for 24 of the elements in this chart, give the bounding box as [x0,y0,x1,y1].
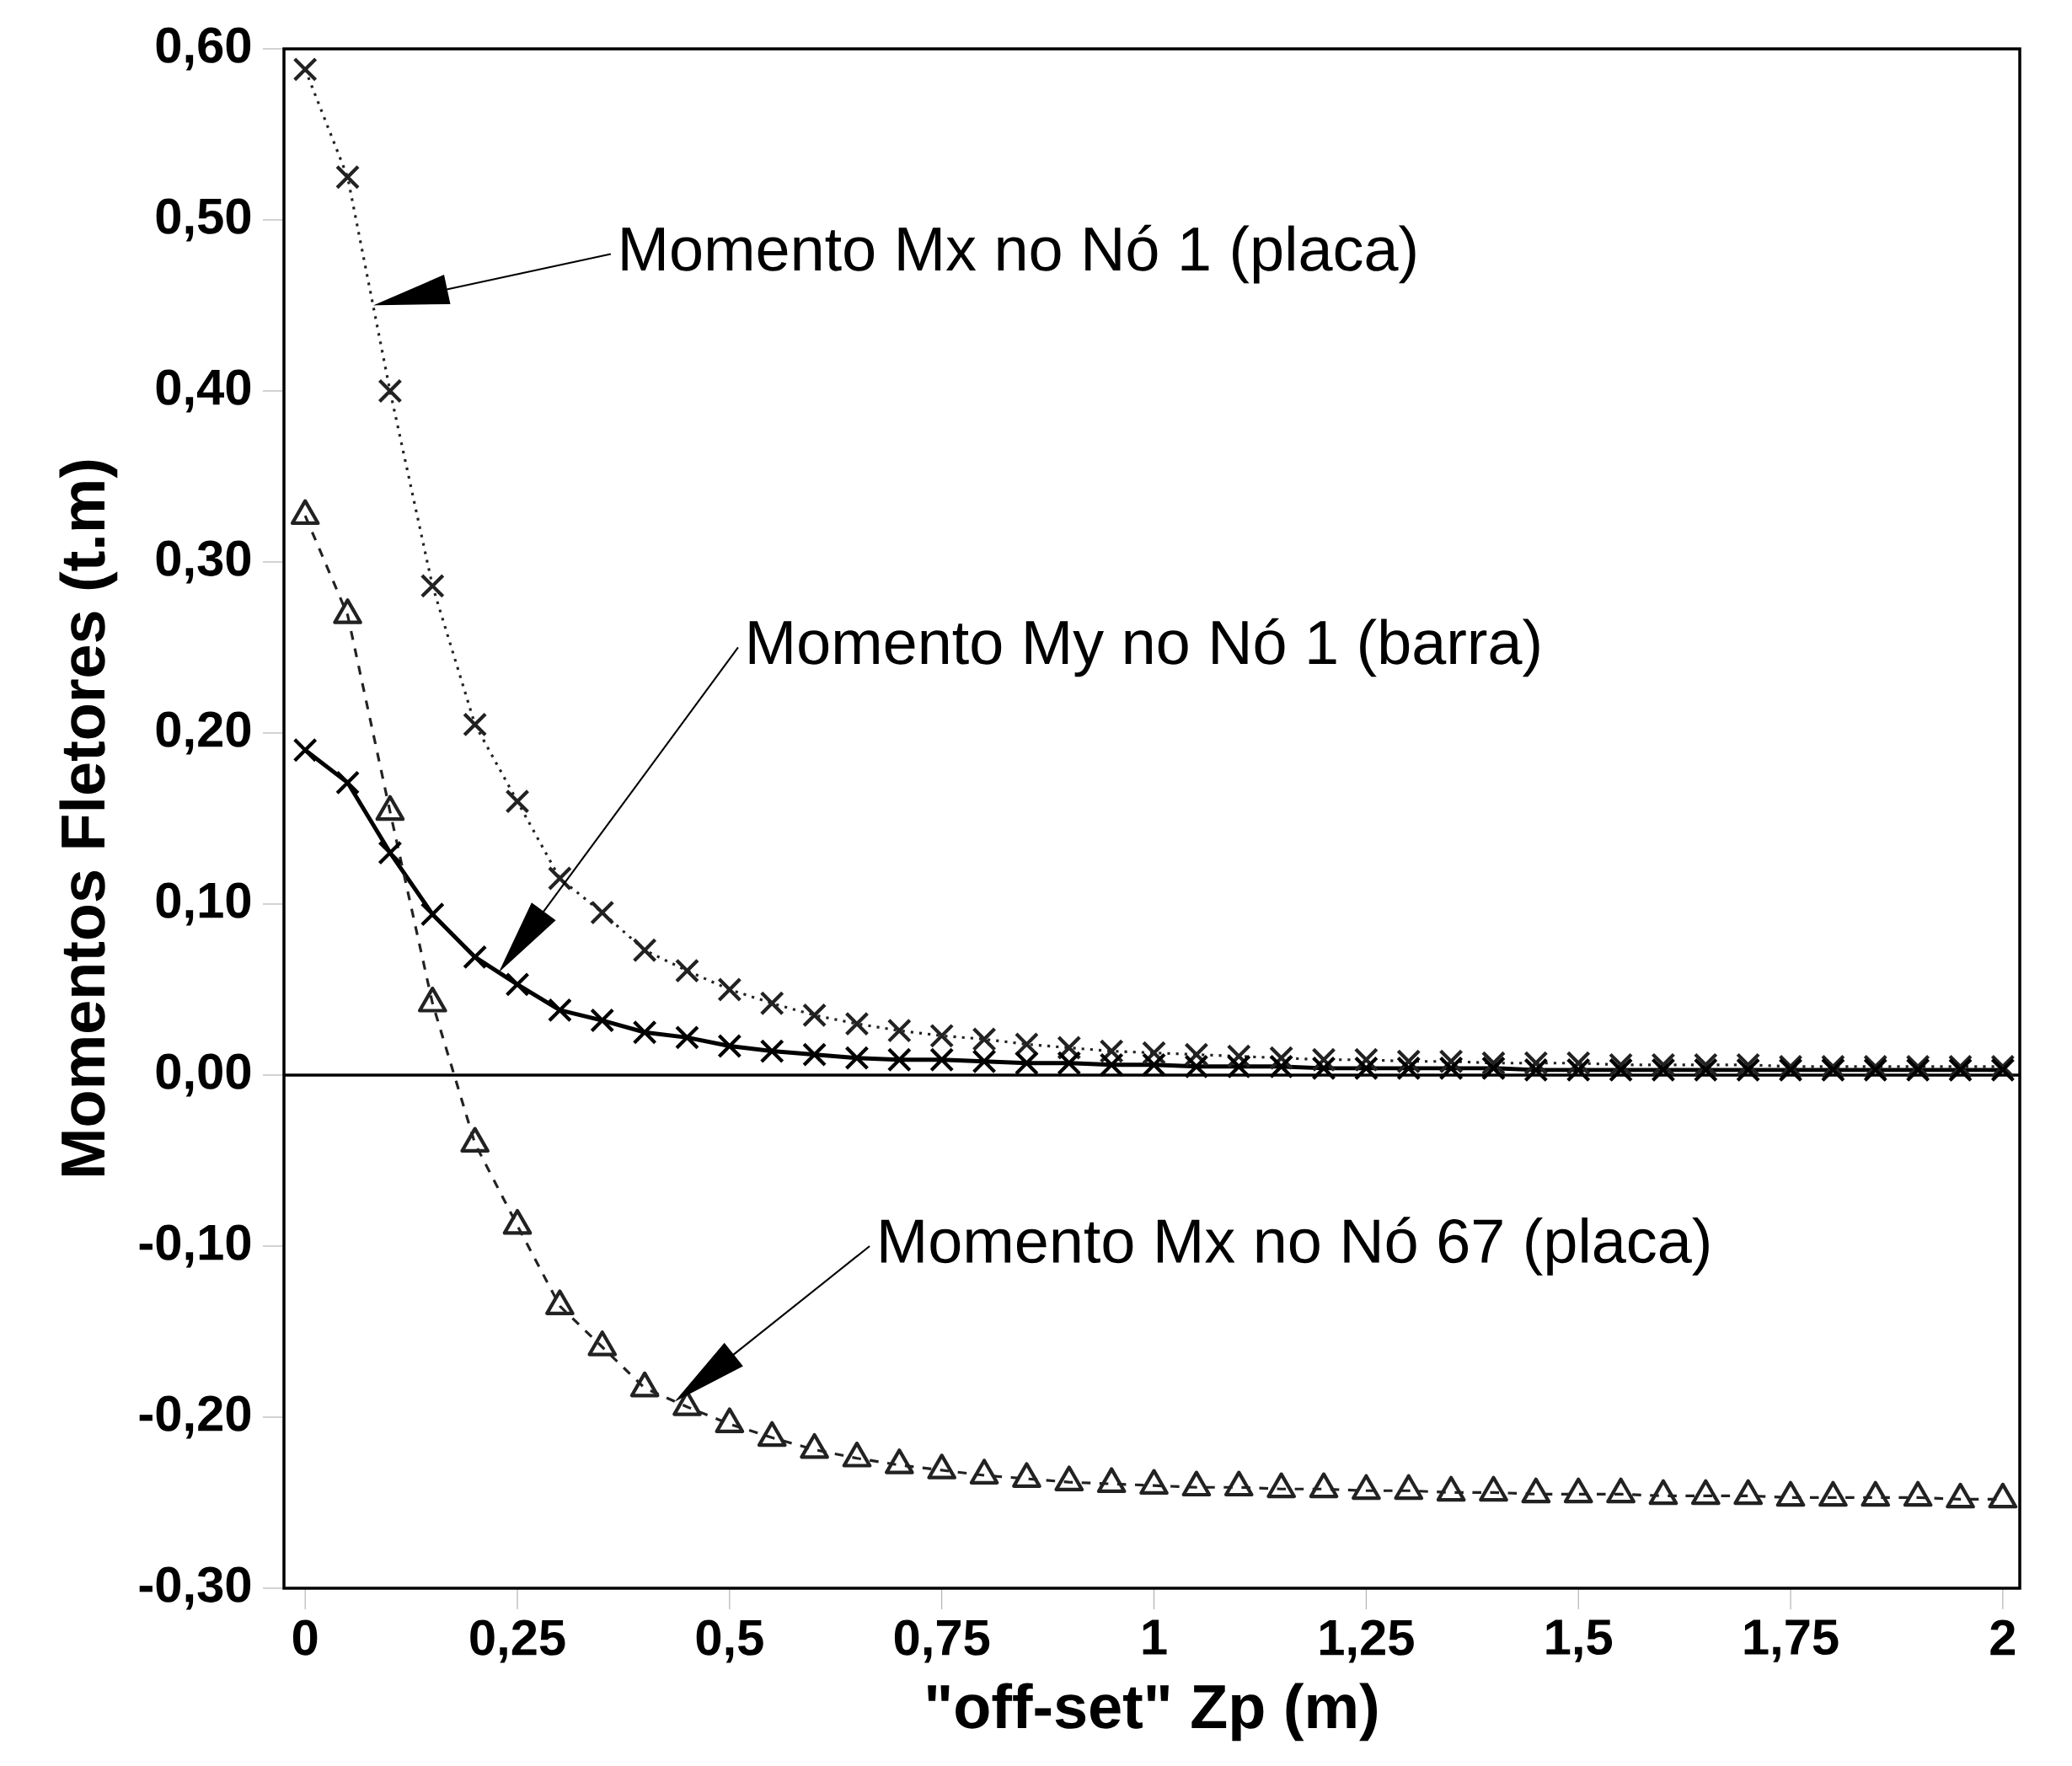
x-tick-label: 1 [1143,1619,1167,1655]
annotation: Momento My no Nó 1 (barra) [749,618,1539,677]
y-tick-label: 0,60 [156,27,251,71]
x-tick-label: 1,75 [1744,1619,1839,1662]
x-tick-label: 0,75 [894,1619,990,1663]
y-tick-label: 0,40 [156,369,251,413]
x-tick-label: 0 [292,1619,318,1656]
y-tick-label: 0,10 [156,882,251,926]
y-axis-title: Momentos Fletores (t.m) [59,460,118,1176]
y-tick-label: -0,30 [139,1566,251,1610]
x-axis-title: "off-set" Zp (m) [928,1683,1377,1742]
y-tick-label: 0,50 [156,198,251,242]
x-tick-label: 1,5 [1546,1619,1613,1662]
y-tick-label: 0,30 [156,540,251,584]
x-tick-label: 0,25 [470,1619,565,1663]
annotation: Momento Mx no Nó 67 (placa) [881,1217,1709,1276]
y-tick-label: 0,00 [156,1053,251,1097]
x-tick-label: 2 [1990,1619,2016,1656]
y-tick-label: -0,20 [139,1395,251,1439]
x-tick-label: 1,25 [1320,1619,1414,1663]
y-tick-label: -0,10 [139,1224,251,1268]
y-tick-label: 0,20 [156,711,251,755]
annotation: Momento Mx no Nó 1 (placa) [622,224,1416,284]
x-tick-label: 0,5 [696,1619,763,1663]
